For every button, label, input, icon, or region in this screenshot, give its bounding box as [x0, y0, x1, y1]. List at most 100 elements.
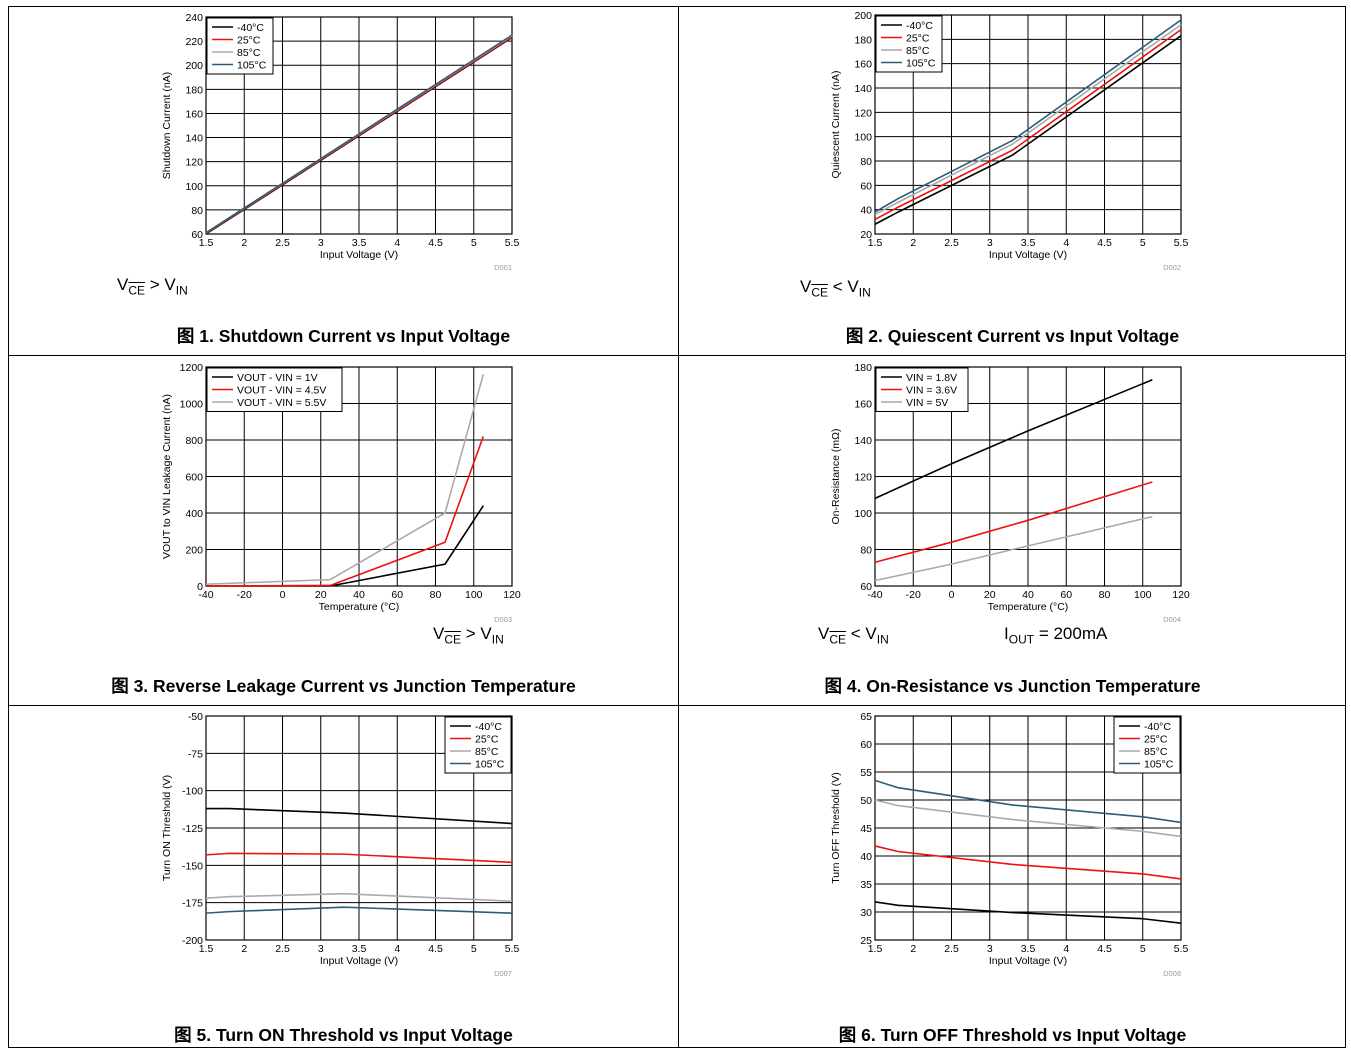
y-tick-label: 80	[191, 205, 203, 217]
figure-panel-1: 1.5 2 2.5 3 3.5 4 4.5 5 5.5 60 80 100 120 140 160 180 20…	[9, 7, 678, 355]
y-tick-label: 800	[185, 435, 203, 447]
legend-label: -40°C	[237, 22, 264, 34]
x-tick-label: 2	[910, 943, 916, 955]
condition-note-3: VCE > VIN	[433, 624, 504, 647]
y-tick-label: 100	[854, 132, 872, 144]
y-tick-label: -50	[188, 711, 203, 723]
chart-2: 1.5 2 2.5 3 3.5 4 4.5 5 5.5 20 40 60 80 100 120 140 160 1…	[830, 10, 1188, 272]
y-tick-label: 120	[854, 472, 872, 484]
legend-label: 85°C	[475, 746, 499, 758]
y-tick-label: 30	[860, 907, 872, 919]
figure-caption-5: 图 5. Turn ON Threshold vs Input Voltage	[174, 1025, 513, 1045]
y-axis-label: On-Resistance (mΩ)	[830, 429, 842, 525]
x-tick-label: -40	[198, 589, 213, 601]
x-tick-label: 5	[471, 943, 477, 955]
y-tick-label: 180	[185, 84, 203, 96]
x-tick-label: 100	[465, 589, 483, 601]
y-tick-label: 120	[185, 157, 203, 169]
condition-note-2: VCE < VIN	[800, 277, 871, 300]
column-divider	[678, 7, 679, 1047]
x-tick-label: 2.5	[944, 237, 959, 249]
x-tick-label: 5	[1140, 943, 1146, 955]
y-tick-label: 1000	[180, 399, 204, 411]
legend-label: 25°C	[1144, 734, 1168, 746]
x-axis-label: Temperature (°C)	[988, 601, 1069, 613]
x-axis-label: Input Voltage (V)	[320, 249, 398, 261]
series-line	[206, 505, 484, 587]
figure-code: D002	[1163, 263, 1181, 272]
x-tick-label: 4.5	[1097, 943, 1112, 955]
legend-label: 85°C	[906, 45, 930, 57]
y-tick-label: 200	[185, 60, 203, 72]
x-tick-label: 4	[1063, 237, 1069, 249]
y-tick-label: 25	[860, 935, 872, 947]
y-tick-label: 80	[860, 545, 872, 557]
x-tick-label: 1.5	[199, 943, 214, 955]
x-tick-label: 5	[1140, 237, 1146, 249]
y-tick-label: 140	[854, 83, 872, 95]
figure-panel-2: 1.5 2 2.5 3 3.5 4 4.5 5 5.5 20 40 60 80 100 120 140 160 1…	[678, 7, 1347, 355]
x-tick-label: 2	[910, 237, 916, 249]
x-tick-label: 80	[430, 589, 442, 601]
y-axis-label: Quiescent Current (nA)	[830, 71, 842, 179]
x-tick-label: 0	[949, 589, 955, 601]
legend-label: VOUT - VIN = 4.5V	[237, 385, 326, 397]
y-tick-label: 160	[854, 59, 872, 71]
plot-frame	[874, 366, 1182, 587]
x-tick-label: 120	[503, 589, 521, 601]
x-tick-label: 2.5	[944, 943, 959, 955]
legend-label: -40°C	[906, 20, 933, 32]
y-tick-label: 600	[185, 472, 203, 484]
x-tick-label: 4	[394, 943, 400, 955]
plot-frame	[874, 715, 1182, 941]
y-tick-label: 200	[185, 545, 203, 557]
legend-label: 25°C	[906, 33, 930, 45]
legend-label: VOUT - VIN = 5.5V	[237, 397, 326, 409]
figure-code: D004	[1163, 615, 1181, 624]
y-tick-label: 100	[185, 181, 203, 193]
series-line	[874, 28, 1182, 221]
y-tick-label: 120	[854, 107, 872, 119]
x-tick-label: -20	[906, 589, 921, 601]
x-tick-label: 3.5	[1021, 237, 1036, 249]
figure-code: D001	[494, 263, 512, 272]
y-tick-label: 1200	[180, 362, 204, 374]
y-tick-label: 400	[185, 508, 203, 520]
y-tick-label: 80	[860, 156, 872, 168]
series-line	[874, 19, 1182, 213]
plot-frame	[205, 16, 513, 235]
x-tick-label: 1.5	[868, 943, 883, 955]
x-tick-label: 2	[241, 237, 247, 249]
series-line	[874, 35, 1182, 225]
y-tick-label: 50	[860, 795, 872, 807]
chart-1: 1.5 2 2.5 3 3.5 4 4.5 5 5.5 60 80 100 120 140 160 180 20…	[161, 12, 519, 272]
figure-caption-1: 图 1. Shutdown Current vs Input Voltage	[176, 326, 511, 346]
legend-label: 85°C	[1144, 746, 1168, 758]
y-tick-label: 60	[860, 180, 872, 192]
output-current-note-4: IOUT = 200mA	[1004, 624, 1108, 647]
figure-caption-2: 图 2. Quiescent Current vs Input Voltage	[845, 326, 1180, 346]
condition-note-4: VCE < VIN	[818, 624, 889, 647]
x-tick-label: 100	[1134, 589, 1152, 601]
x-tick-label: 3.5	[352, 237, 367, 249]
series-line	[874, 379, 1153, 500]
legend-label: VOUT - VIN = 1V	[237, 372, 318, 384]
legend-label: 85°C	[237, 47, 261, 59]
y-tick-label: 60	[860, 739, 872, 751]
x-tick-label: 60	[391, 589, 403, 601]
series-line	[874, 481, 1153, 564]
x-tick-label: 5.5	[505, 943, 520, 955]
y-tick-label: -75	[188, 748, 203, 760]
x-tick-label: 0	[280, 589, 286, 601]
series-line	[874, 779, 1182, 824]
legend-label: VIN = 3.6V	[906, 385, 957, 397]
series-line	[205, 906, 513, 914]
y-tick-label: -175	[182, 898, 203, 910]
legend-label: VIN = 1.8V	[906, 372, 957, 384]
x-axis-label: Temperature (°C)	[319, 601, 400, 613]
series-line	[205, 892, 513, 902]
series-line	[206, 807, 513, 825]
y-tick-label: 20	[860, 229, 872, 241]
y-tick-label: 220	[185, 36, 203, 48]
chart-5: 1.5 2 2.5 3 3.5 4 4.5 5 5.5 -200 -175 -150 -125 -100 -…	[161, 711, 520, 978]
